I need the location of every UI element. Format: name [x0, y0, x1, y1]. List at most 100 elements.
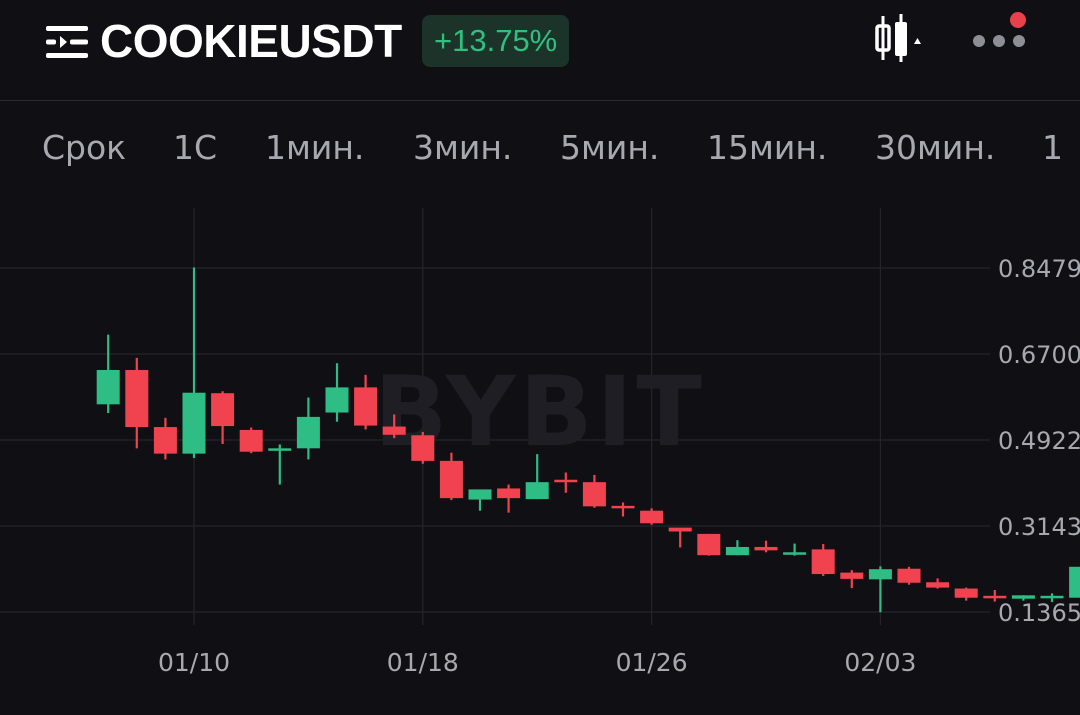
- y-tick-label: 0.8479: [998, 255, 1080, 283]
- trading-pair-symbol[interactable]: COOKIEUSDT: [100, 15, 402, 67]
- candle-body: [468, 489, 492, 500]
- tab-5min[interactable]: 5мин.: [560, 128, 660, 167]
- menu-list-icon[interactable]: [46, 26, 88, 58]
- candle-body: [554, 479, 578, 483]
- y-tick-label: 0.6700: [998, 341, 1080, 369]
- candle-body: [268, 448, 292, 451]
- candle-body: [783, 552, 807, 555]
- candle-body: [153, 427, 177, 454]
- candle-2025-01-08: [125, 357, 149, 449]
- tab-1min[interactable]: 1мин.: [265, 128, 365, 167]
- tab-1h[interactable]: 1: [1042, 128, 1063, 167]
- candle-2025-01-23: [554, 472, 578, 493]
- candle-body: [497, 488, 521, 499]
- candle-body: [1069, 566, 1080, 598]
- x-axis: 01/10 01/18 01/26 02/03: [158, 648, 916, 677]
- candle-body: [182, 392, 206, 454]
- x-tick-label: 02/03: [844, 648, 916, 677]
- candle-2025-01-12: [239, 427, 263, 454]
- candles-group: [96, 267, 1080, 613]
- candle-body: [611, 505, 635, 509]
- candle-body: [640, 510, 664, 524]
- tab-1s[interactable]: 1С: [173, 128, 218, 167]
- tab-15min[interactable]: 15мин.: [707, 128, 828, 167]
- candle-body: [1040, 595, 1064, 599]
- candle-2025-01-25: [611, 502, 635, 517]
- candle-2025-01-07: [96, 334, 120, 414]
- more-dots-icon[interactable]: [968, 10, 1030, 54]
- candle-2025-01-10: [182, 267, 206, 458]
- candle-body: [211, 393, 235, 427]
- candle-body: [983, 595, 1007, 599]
- x-tick-label: 01/10: [158, 648, 230, 677]
- notification-dot: [1010, 12, 1026, 28]
- candle-body: [725, 546, 749, 556]
- candle-body: [697, 533, 721, 556]
- y-tick-label: 0.1365: [998, 599, 1080, 627]
- x-tick-label: 01/18: [387, 648, 459, 677]
- candle-2025-01-11: [211, 391, 235, 444]
- y-axis: 0.8479 0.6700 0.4922 0.3143 0.1365: [998, 255, 1080, 627]
- candle-body: [125, 369, 149, 428]
- candle-2025-01-21: [497, 484, 521, 513]
- candle-body: [668, 527, 692, 532]
- candle-2025-02-01: [811, 544, 835, 576]
- candle-body: [96, 369, 120, 405]
- candle-body: [840, 572, 864, 579]
- candle-body: [411, 435, 435, 461]
- candlestick-chart[interactable]: BYBIT 0.8479 0.6700 0.4922 0.3143 0.1365 01/…: [0, 200, 1080, 715]
- candle-2025-01-15: [325, 363, 349, 422]
- x-tick-label: 01/26: [616, 648, 688, 677]
- candle-2025-02-08: [1011, 595, 1035, 601]
- candle-2025-02-07: [983, 589, 1007, 602]
- price-change-badge: +13.75%: [422, 15, 570, 67]
- tab-30min[interactable]: 30мин.: [875, 128, 996, 167]
- y-tick-label: 0.3143: [998, 513, 1080, 541]
- candle-2025-02-10: [1069, 566, 1080, 598]
- candle-2025-01-18: [411, 431, 435, 464]
- top-bar: COOKIEUSDT +13.75%: [0, 0, 1080, 101]
- candle-body: [868, 569, 892, 580]
- timeframe-tabs: Срок 1С 1мин. 3мин. 5мин. 15мин. 30мин. …: [0, 100, 1080, 200]
- candle-2025-01-22: [525, 454, 549, 500]
- candle-body: [754, 546, 778, 551]
- tab-period[interactable]: Срок: [42, 128, 127, 167]
- candle-body: [439, 460, 463, 499]
- candle-2025-01-24: [582, 474, 606, 508]
- candle-2025-01-29: [725, 540, 749, 556]
- candle-2025-02-05: [926, 578, 950, 589]
- candle-body: [325, 387, 349, 413]
- tab-3min[interactable]: 3мин.: [413, 128, 513, 167]
- candle-body: [382, 426, 406, 435]
- candle-2025-01-27: [668, 527, 692, 548]
- candle-body: [354, 387, 378, 426]
- candle-2025-02-06: [954, 587, 978, 601]
- candle-body: [582, 482, 606, 507]
- candle-2025-01-13: [268, 444, 292, 485]
- candle-2025-02-09: [1040, 593, 1064, 603]
- candle-2025-01-09: [153, 417, 177, 460]
- candle-2025-01-16: [354, 374, 378, 430]
- candle-body: [954, 588, 978, 598]
- candle-2025-01-17: [382, 414, 406, 439]
- candle-body: [811, 549, 835, 575]
- candle-2025-01-19: [439, 452, 463, 501]
- candle-2025-01-14: [296, 397, 320, 460]
- candle-body: [897, 568, 921, 583]
- candle-2025-02-04: [897, 566, 921, 585]
- candlestick-icon[interactable]: [874, 14, 928, 66]
- candle-body: [239, 429, 263, 452]
- candle-body: [1011, 595, 1035, 599]
- candle-2025-02-03: [868, 566, 892, 613]
- candle-body: [525, 482, 549, 500]
- candle-2025-01-30: [754, 540, 778, 553]
- candle-2025-01-28: [697, 533, 721, 556]
- y-tick-label: 0.4922: [998, 427, 1080, 455]
- candle-body: [926, 582, 950, 588]
- candle-2025-01-31: [783, 543, 807, 556]
- candle-2025-01-20: [468, 489, 492, 511]
- candle-body: [296, 416, 320, 449]
- candle-2025-02-02: [840, 570, 864, 589]
